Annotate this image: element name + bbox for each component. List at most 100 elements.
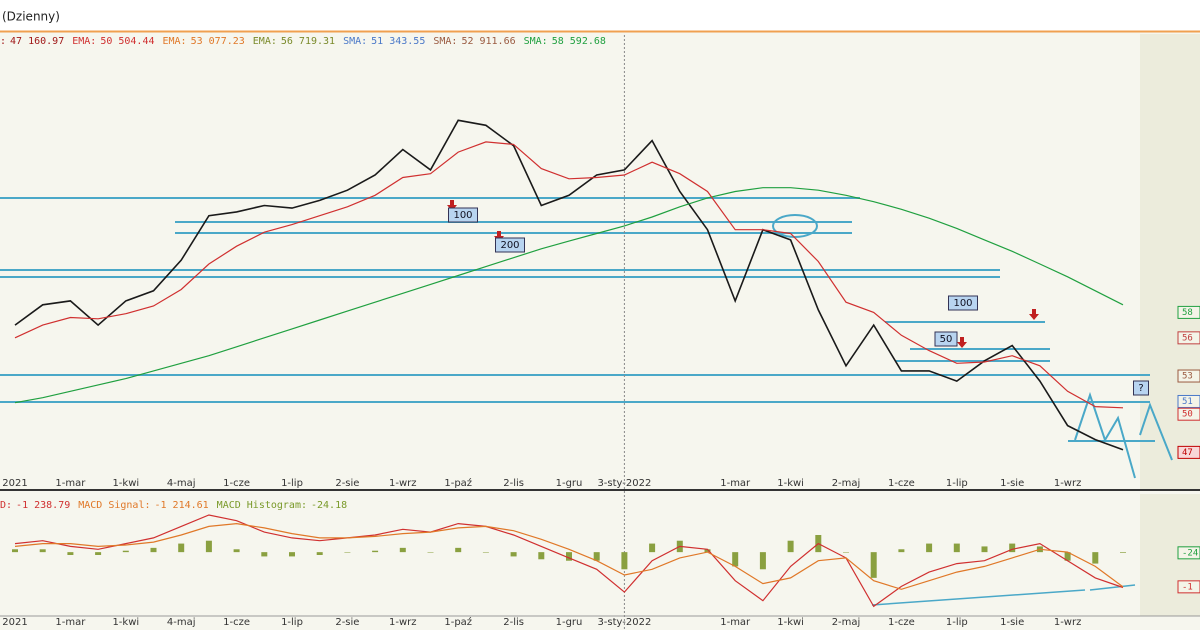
x-tick-label: 4-maj xyxy=(167,617,196,628)
histogram-bar xyxy=(538,552,545,560)
annotation-box xyxy=(948,295,978,311)
sell-arrow xyxy=(957,337,967,348)
histogram-bar xyxy=(843,552,849,553)
histogram-bar xyxy=(1092,552,1099,564)
histogram-bar xyxy=(1120,552,1126,553)
indicator-name: SMA: xyxy=(524,36,548,47)
price-tag xyxy=(1177,445,1200,459)
price-tag xyxy=(1177,394,1200,408)
x-tick-label: 2-maj xyxy=(832,617,861,628)
indicator-name: MACD Signal: xyxy=(78,500,150,511)
histogram-bar xyxy=(12,549,18,553)
x-tick-label: 2-maj xyxy=(832,478,861,489)
histogram-bar xyxy=(455,547,462,553)
x-tick-label: 1-wrz xyxy=(1054,478,1082,489)
histogram-bar xyxy=(898,549,905,553)
price-tag-label: 58 xyxy=(1182,308,1193,318)
annotation-label: 200 xyxy=(500,240,519,251)
pattern-line xyxy=(1074,391,1136,479)
x-tick-label: 2-sie xyxy=(335,617,359,628)
histogram-bar xyxy=(150,547,157,553)
indicator-name: : xyxy=(0,36,6,47)
histogram-bar xyxy=(953,543,960,553)
indicator-line: D: -1 238.79 MACD Signal: -1 214.61 MACD His… xyxy=(0,500,347,511)
x-tick-label: 1-gru xyxy=(556,617,583,628)
histogram-bar xyxy=(316,552,323,555)
histogram-bar xyxy=(1009,543,1016,553)
indicator-name: SMA: xyxy=(343,36,367,47)
window-title: (Dzienny) xyxy=(2,10,60,24)
x-tick-label: 1-lip xyxy=(946,617,968,628)
indicator-value: -1 238.79 xyxy=(16,500,70,511)
histogram-bar xyxy=(621,552,628,570)
sell-arrow xyxy=(494,231,504,242)
pattern-line xyxy=(1139,402,1173,461)
histogram-bar xyxy=(759,552,766,570)
x-tick-label: 1-paź xyxy=(444,477,472,489)
x-tick-label: 1-lip xyxy=(281,478,303,489)
price-tag-label: -24 xyxy=(1182,548,1198,558)
sell-arrow xyxy=(1029,309,1039,320)
x-tick-label: 1-mar xyxy=(720,478,751,489)
indicator-name: D: xyxy=(0,500,12,511)
histogram-bar xyxy=(1064,552,1071,561)
histogram-bar xyxy=(649,543,656,553)
histogram-bar xyxy=(344,552,351,553)
x-tick-label: 1-lip xyxy=(281,617,303,628)
x-tick-label: 1-mar xyxy=(720,617,751,628)
price-tag-label: 56 xyxy=(1182,333,1193,343)
indicator-line-series xyxy=(14,187,1124,404)
highlight-ellipse xyxy=(772,214,818,238)
annotation-label: 100 xyxy=(953,298,972,309)
histogram-bar xyxy=(289,552,295,557)
indicator-value: 58 592.68 xyxy=(552,36,606,47)
histogram-bar xyxy=(122,550,129,553)
price-tag-label: 53 xyxy=(1182,372,1193,382)
indicator-line-series xyxy=(14,141,1124,409)
x-tick-label: 1-paź xyxy=(444,616,472,628)
indicator-name: EMA: xyxy=(253,36,277,47)
x-tick-label: 1-cze xyxy=(888,478,915,489)
x-tick-label: 1-wrz xyxy=(389,617,417,628)
annotation-label: 50 xyxy=(940,334,953,345)
annotation-label: ? xyxy=(1138,383,1143,394)
histogram-bar xyxy=(372,550,379,553)
x-tick-label: 2-lis xyxy=(503,617,524,628)
price-tag xyxy=(1177,407,1200,421)
indicator-name: SMA: xyxy=(433,36,457,47)
x-tick-label: 1-mar xyxy=(55,478,86,489)
indicator-value: -1 214.61 xyxy=(154,500,208,511)
x-tick-label: 1-mar xyxy=(55,617,86,628)
x-tick-label: 1-kwi xyxy=(777,617,804,628)
x-tick-label: 2021 xyxy=(2,478,27,489)
indicator-line-series xyxy=(14,514,1124,608)
signal-arrows xyxy=(447,200,1039,348)
histogram-bar xyxy=(787,540,794,553)
histogram-bar xyxy=(981,546,988,553)
histogram-bar xyxy=(233,549,240,553)
annotation-box xyxy=(1133,380,1149,396)
price-tag-label: -1 xyxy=(1182,582,1193,592)
price-tag-label: 47 xyxy=(1182,448,1193,458)
indicator-line-series xyxy=(14,522,1124,590)
x-tick-label: 2-lis xyxy=(503,478,524,489)
price-tag xyxy=(1177,305,1200,319)
indicator-value: -24.18 xyxy=(311,500,347,511)
histogram-bar xyxy=(593,552,600,561)
x-tick-label: 1-lip xyxy=(946,478,968,489)
indicator-line: :47 160.97 EMA: 50 504.44 EMA: 53 077.23 EMA:… xyxy=(0,36,606,47)
indicator-value: 51 343.55 xyxy=(371,36,425,47)
histogram-bar xyxy=(926,543,933,553)
indicator-value: 53 077.23 xyxy=(191,36,245,47)
indicator-value: 47 160.97 xyxy=(10,36,64,47)
x-tick-label: 2021 xyxy=(2,617,27,628)
indicator-name: EMA: xyxy=(72,36,96,47)
price-tag xyxy=(1177,369,1200,383)
divergence-line xyxy=(1089,584,1136,591)
price-tag-label: 51 xyxy=(1182,397,1193,407)
histogram-bar xyxy=(178,543,185,553)
histogram-bar xyxy=(205,540,212,553)
histogram-bar xyxy=(399,547,406,553)
